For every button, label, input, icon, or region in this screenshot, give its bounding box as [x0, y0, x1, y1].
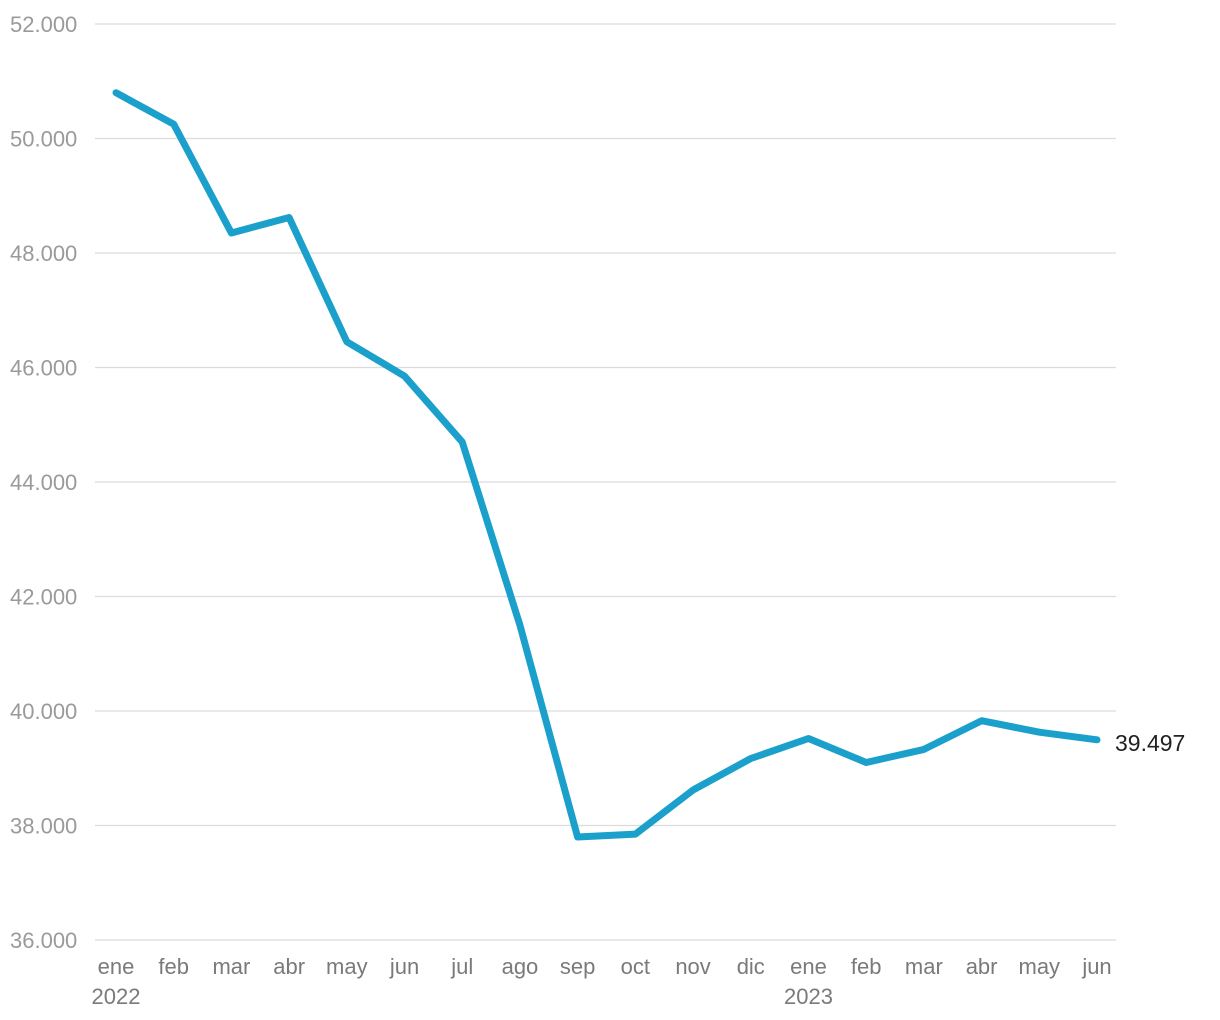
x-tick-label: ago	[502, 954, 539, 979]
x-tick-label: abr	[966, 954, 998, 979]
x-tick-label: oct	[621, 954, 650, 979]
y-tick-label: 40.000	[10, 699, 77, 724]
x-tick-label: dic	[737, 954, 765, 979]
x-tick-label: nov	[675, 954, 710, 979]
y-tick-label: 50.000	[10, 127, 77, 152]
series-line	[112, 89, 1101, 841]
x-tick-label: jun	[1081, 954, 1111, 979]
x-tick-label: jun	[389, 954, 419, 979]
x-tick-label: sep	[560, 954, 595, 979]
last-value-label: 39.497	[1115, 730, 1185, 756]
y-tick-label: 52.000	[10, 12, 77, 37]
x-tick-label: ene	[790, 954, 827, 979]
series	[112, 89, 1101, 841]
gridlines	[95, 23, 1116, 941]
x-tick-label: feb	[158, 954, 189, 979]
x-year-label: 2022	[92, 984, 141, 1009]
y-tick-label: 38.000	[10, 814, 77, 839]
x-tick-label: mar	[905, 954, 943, 979]
x-tick-label: mar	[212, 954, 250, 979]
y-axis-ticks: 36.000 38.000 40.000 42.000 44.000 46.000 48.0…	[10, 12, 77, 953]
x-tick-label: ene	[98, 954, 135, 979]
x-tick-label: jul	[450, 954, 473, 979]
y-tick-label: 48.000	[10, 241, 77, 266]
x-tick-label: may	[326, 954, 368, 979]
x-tick-label: may	[1019, 954, 1061, 979]
y-tick-label: 36.000	[10, 928, 77, 953]
x-axis-ticks: ene feb mar abr may jun jul ago sep oct nov dic ene f…	[92, 954, 1112, 1009]
x-tick-label: abr	[273, 954, 305, 979]
y-tick-label: 42.000	[10, 585, 77, 610]
x-year-label: 2023	[784, 984, 833, 1009]
y-tick-label: 46.000	[10, 356, 77, 381]
y-tick-label: 44.000	[10, 470, 77, 495]
x-tick-label: feb	[851, 954, 882, 979]
